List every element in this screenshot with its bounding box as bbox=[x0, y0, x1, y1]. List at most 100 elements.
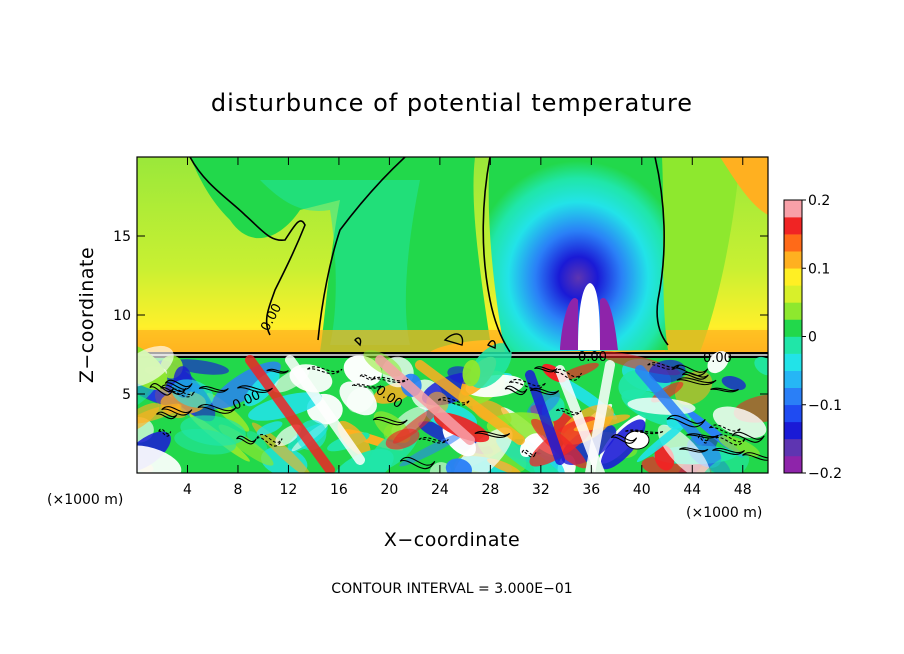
colorbar-swatch bbox=[784, 421, 802, 440]
contour-line bbox=[731, 431, 765, 443]
colorbar: −0.2 −0.1 0 0.1 0.2 bbox=[783, 193, 842, 482]
contour-line bbox=[679, 447, 709, 453]
contour-line bbox=[161, 406, 193, 416]
x-tick-label: 48 bbox=[734, 482, 752, 498]
turbulence-patch bbox=[346, 386, 375, 413]
x-tick-label: 24 bbox=[431, 482, 449, 498]
turbulence-patch bbox=[624, 430, 650, 450]
plot-area bbox=[137, 157, 768, 473]
contour-line bbox=[666, 414, 706, 428]
contour-interval-text: CONTOUR INTERVAL = 3.000E−01 bbox=[331, 581, 572, 597]
y-tick-label: 5 bbox=[122, 387, 131, 403]
colorbar-swatch bbox=[784, 234, 802, 252]
turbulence-patch bbox=[174, 428, 237, 455]
colorbar-swatch bbox=[784, 302, 802, 320]
contour-line bbox=[351, 383, 382, 389]
colorbar-swatch bbox=[784, 387, 802, 406]
lower-contour-lines bbox=[149, 362, 768, 470]
z-unit-label: (×1000 m) bbox=[47, 492, 123, 508]
turbulence-streak bbox=[375, 355, 475, 445]
contour-line bbox=[676, 377, 717, 386]
x-tick-label: 4 bbox=[183, 482, 192, 498]
contour-line bbox=[149, 383, 175, 396]
turbulence-patch bbox=[462, 359, 481, 387]
x-axis: 4 8 12 16 20 24 28 32 36 40 44 48 bbox=[183, 157, 752, 498]
y-tick-label: 15 bbox=[113, 229, 131, 245]
contour-line bbox=[672, 364, 709, 377]
x-tick-label: 40 bbox=[633, 482, 651, 498]
colorbar-swatch bbox=[784, 200, 802, 218]
contour-line bbox=[256, 434, 283, 447]
colorbar-swatch bbox=[784, 319, 802, 337]
turbulence-patch bbox=[137, 445, 182, 473]
colorbar-tick-label: −0.2 bbox=[808, 466, 842, 482]
turbulence-patch bbox=[256, 421, 283, 436]
contour-small-loops bbox=[354, 333, 496, 350]
contour-line bbox=[474, 430, 511, 438]
turbulence-patch bbox=[332, 449, 394, 473]
contour-line bbox=[198, 386, 229, 393]
contour-line bbox=[372, 376, 409, 383]
contour-line bbox=[236, 435, 257, 445]
inversion-band-highlight bbox=[137, 354, 768, 356]
contour-line bbox=[521, 449, 537, 458]
colorbar-swatch bbox=[784, 370, 802, 388]
turbulence-patch bbox=[385, 428, 420, 450]
x-tick-label: 44 bbox=[683, 482, 701, 498]
contour-line bbox=[359, 374, 376, 381]
x-tick-label: 16 bbox=[330, 482, 348, 498]
contour-line bbox=[529, 387, 560, 396]
cold-anomaly bbox=[488, 157, 668, 352]
contour-line bbox=[266, 368, 289, 374]
colorbar-tick-label: −0.1 bbox=[808, 398, 842, 414]
y-axis: 5 10 15 bbox=[113, 229, 768, 403]
y-axis-label: Z−coordinate bbox=[76, 247, 98, 383]
turbulence-streak bbox=[415, 360, 525, 445]
turbulence-patch bbox=[712, 406, 767, 439]
contour-zero-mid bbox=[317, 157, 406, 341]
x-tick-label: 8 bbox=[233, 482, 242, 498]
upper-greenlight-region bbox=[260, 180, 420, 345]
upper-right-orange bbox=[720, 157, 768, 215]
contour-zero-left bbox=[189, 157, 306, 336]
colorbar-tick-label: 0.2 bbox=[808, 193, 830, 209]
contour-line bbox=[712, 447, 746, 455]
x-tick-label: 20 bbox=[380, 482, 398, 498]
contour-line bbox=[625, 429, 665, 435]
contour-zero-cold-right bbox=[654, 157, 669, 346]
turbulence-patch bbox=[469, 343, 512, 389]
contour-line bbox=[418, 436, 449, 444]
colorbar-swatch bbox=[784, 438, 802, 457]
contour-line bbox=[160, 384, 187, 395]
turbulence-patch bbox=[718, 435, 760, 457]
colorbar-swatch bbox=[784, 455, 802, 474]
contour-line bbox=[710, 387, 739, 393]
turbulence-patch bbox=[636, 417, 692, 463]
turbulence-streak bbox=[585, 360, 615, 473]
right-green-region bbox=[660, 157, 740, 352]
turbulence-streak bbox=[635, 365, 705, 445]
colorbar-swatch bbox=[784, 285, 802, 303]
turbulence-patch bbox=[754, 356, 768, 376]
x-tick-label: 28 bbox=[481, 482, 499, 498]
contour-line bbox=[742, 452, 768, 461]
colorbar-swatch bbox=[784, 217, 802, 235]
x-tick-label: 12 bbox=[280, 482, 298, 498]
contour-line bbox=[555, 408, 582, 416]
turbulence-patch bbox=[137, 403, 160, 435]
colorbar-tick-label: 0 bbox=[808, 330, 817, 346]
turbulence-patch bbox=[244, 370, 280, 407]
colorbar-swatch bbox=[784, 404, 802, 423]
contour-line bbox=[697, 434, 709, 444]
contour-line bbox=[681, 371, 709, 380]
turbulence-patch bbox=[707, 351, 729, 374]
contour-line bbox=[534, 366, 558, 373]
contour-zero-cold-left bbox=[482, 157, 511, 353]
contour-line bbox=[156, 411, 178, 420]
contour-line bbox=[508, 378, 547, 390]
contour-line bbox=[372, 416, 408, 426]
turbulence-patch bbox=[246, 431, 268, 452]
contour-line bbox=[158, 428, 172, 437]
turbulence-patch bbox=[137, 345, 174, 388]
contour-line bbox=[686, 433, 719, 439]
